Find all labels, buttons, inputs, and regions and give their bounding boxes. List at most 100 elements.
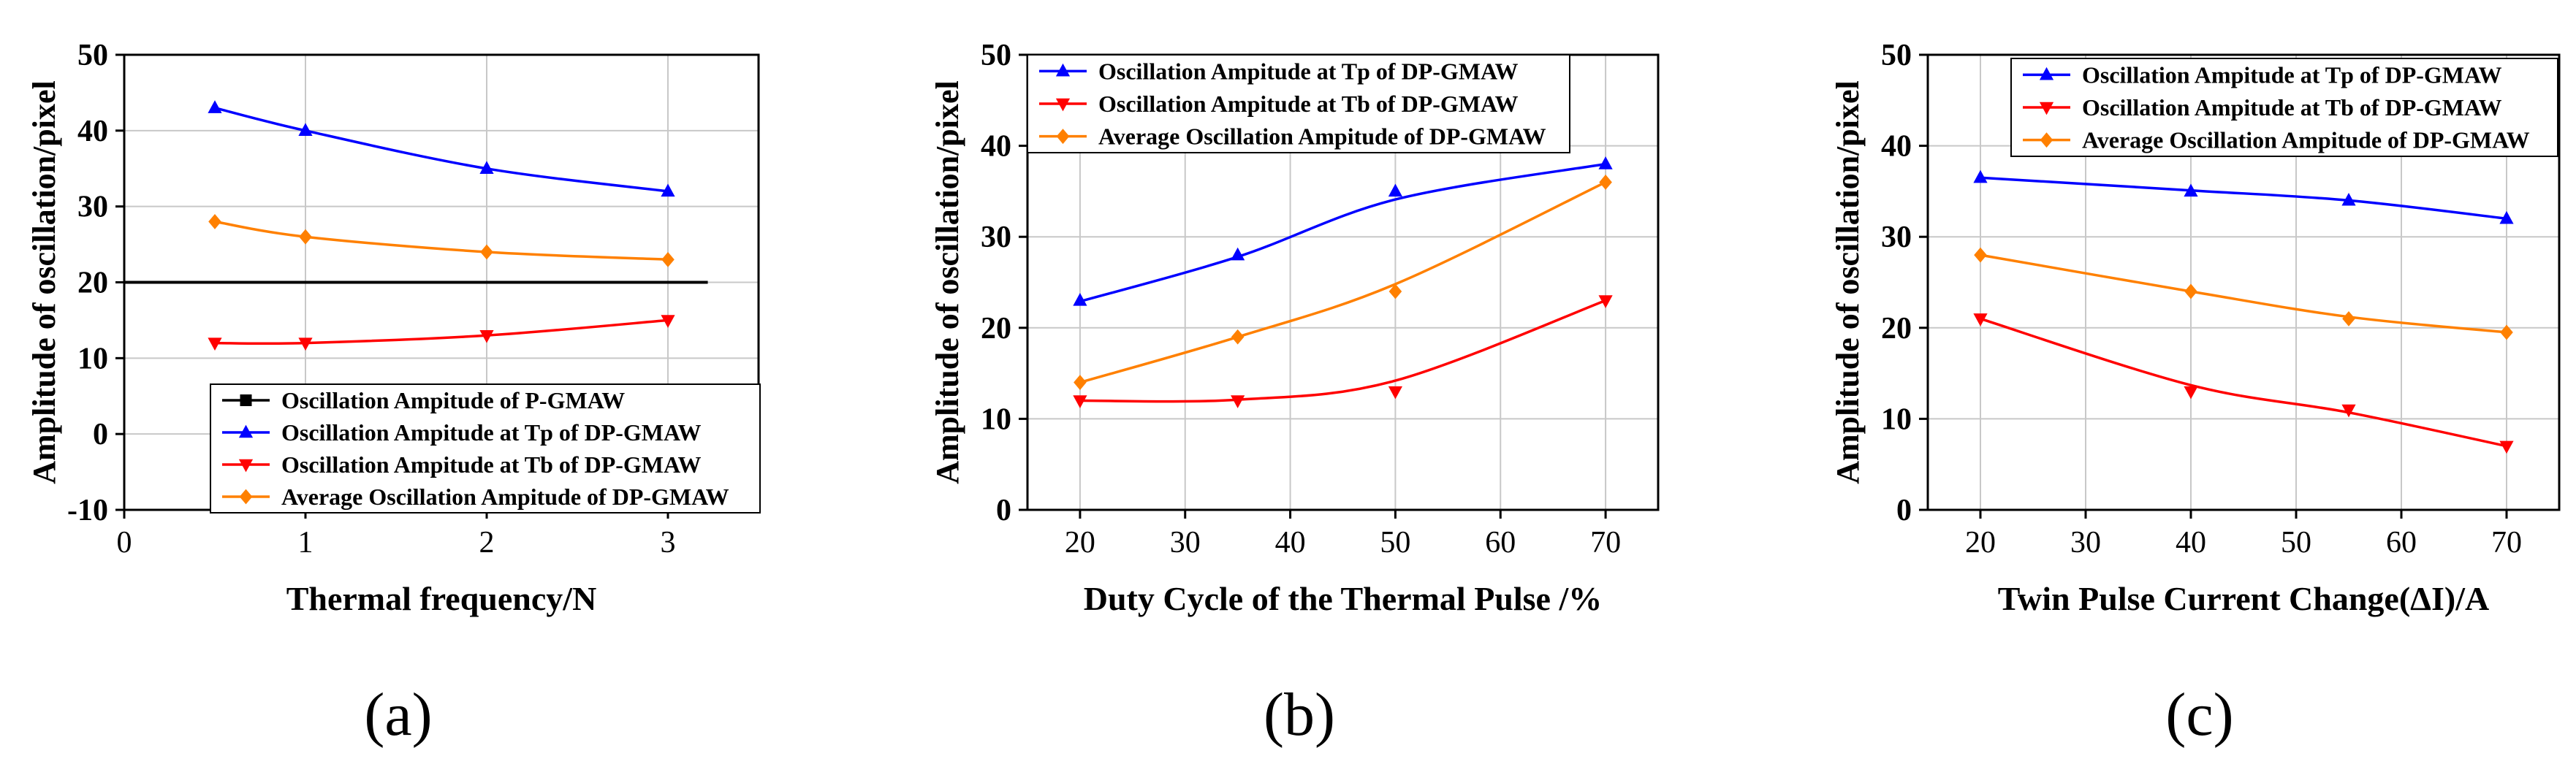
y-tick-label: 40 <box>1881 130 1912 164</box>
x-tick-label: 2 <box>479 526 495 560</box>
panel-a-chart: 0 1 2 3 -10 0 10 20 30 40 50 Thermal frequency/N Amp… <box>26 39 761 617</box>
series-2-line <box>1079 299 1606 403</box>
x-axis-label: Duty Cycle of the Thermal Pulse /% <box>1084 580 1603 617</box>
series-3-point <box>2500 324 2513 340</box>
x-tick-label: 20 <box>1065 526 1095 560</box>
series-3-point <box>1388 283 1402 299</box>
legend-swatch-marker <box>1055 63 1071 77</box>
y-tick-label: 20 <box>77 267 108 300</box>
x-tick-label: 20 <box>1965 526 1996 560</box>
series-4-point <box>480 244 493 260</box>
series-2-point <box>1973 313 1988 327</box>
legend-box <box>1027 54 1570 153</box>
series-1-point <box>1973 169 1988 183</box>
legend-label: Oscillation Ampitude at Tb of DP-GMAW <box>1098 91 1519 117</box>
y-tick-label: 30 <box>981 221 1011 254</box>
series-2-point <box>479 161 494 174</box>
y-tick-label: 10 <box>981 402 1011 436</box>
legend-label: Average Oscillation Ampitude of DP-GMAW <box>281 484 729 510</box>
x-tick-label: 0 <box>117 526 132 560</box>
series-4-point <box>208 214 221 229</box>
series-1-point <box>2499 210 2514 224</box>
y-tick-label: 20 <box>981 312 1011 345</box>
y-tick-label: 30 <box>1881 221 1912 254</box>
legend-label: Oscillation Ampitude of P-GMAW <box>281 387 625 413</box>
series-2-point <box>1598 295 1613 308</box>
legend-label: Average Oscillation Ampitude of DP-GMAW <box>1098 123 1546 150</box>
series-1-point <box>1388 183 1403 197</box>
x-tick-label: 70 <box>1590 526 1621 560</box>
legend-label: Oscillation Ampitude at Tp of DP-GMAW <box>2082 61 2502 88</box>
series-3-point <box>298 337 313 351</box>
x-tick-label: 70 <box>2491 526 2522 560</box>
panel-c-chart: 20 30 40 50 60 70 0 10 20 30 40 50 Twin Pulse Curren… <box>1830 39 2561 617</box>
x-tick-label: 60 <box>2386 526 2417 560</box>
y-tick-label: 0 <box>996 494 1011 527</box>
x-tick-label: 60 <box>1485 526 1516 560</box>
y-tick-label: 20 <box>1881 312 1912 345</box>
series-1-point <box>1598 156 1613 169</box>
series-1-point <box>1231 247 1245 261</box>
x-tick-label: 40 <box>2176 526 2206 560</box>
legend-swatch-marker <box>238 424 254 438</box>
y-tick-label: 40 <box>77 115 108 148</box>
y-axis-label: Amplitude of oscillation/pixel <box>930 80 965 484</box>
series-2-point <box>1073 395 1087 408</box>
y-tick-label: 50 <box>1881 39 1912 72</box>
legend-label: Oscillation Ampitude at Tb of DP-GMAW <box>2082 94 2502 121</box>
legend-label: Oscillation Ampitude at Tb of DP-GMAW <box>281 451 702 478</box>
legend-label: Oscillation Ampitude at Tp of DP-GMAW <box>281 419 702 446</box>
series-2-point <box>298 123 313 137</box>
series-3-point <box>208 337 222 351</box>
y-tick-label: 50 <box>77 39 108 72</box>
legend-swatch-marker <box>1055 98 1071 112</box>
y-axis-label: Amplitude of oscillation/pixel <box>26 80 62 484</box>
x-axis-label: Thermal frequency/N <box>286 580 597 617</box>
series-3-point <box>661 315 675 328</box>
series-3-point <box>1074 375 1087 390</box>
y-tick-label: 40 <box>981 130 1011 164</box>
x-tick-label: 3 <box>661 526 676 560</box>
x-tick-label: 30 <box>2070 526 2101 560</box>
series-1-line <box>1980 176 2507 221</box>
series-2-point <box>1231 395 1245 408</box>
series-2-line <box>214 107 669 193</box>
series-4-line <box>214 220 669 261</box>
series-3-line <box>1079 180 1606 384</box>
x-tick-label: 40 <box>1275 526 1306 560</box>
x-tick-label: 50 <box>1380 526 1410 560</box>
legend-swatch-marker <box>2040 132 2053 148</box>
series-3-point <box>1599 175 1612 190</box>
series-4-point <box>299 229 312 245</box>
series-3-point <box>1231 329 1245 345</box>
panel-b-chart: 20 30 40 50 60 70 0 10 20 30 40 50 Duty Cycle of the… <box>930 39 1660 617</box>
x-axis-label: Twin Pulse Current Change(ΔI)/A <box>1998 580 2489 617</box>
series-2-point <box>2499 440 2514 454</box>
legend-label: Average Oscillation Ampitude of DP-GMAW <box>2082 127 2530 153</box>
series-3-point <box>2342 310 2355 327</box>
series-2-point <box>2341 404 2356 418</box>
y-tick-label: 0 <box>1896 494 1912 527</box>
legend-swatch-marker <box>240 394 252 406</box>
y-tick-label: 30 <box>77 191 108 224</box>
series-3-point <box>2184 283 2197 299</box>
y-tick-label: 50 <box>981 39 1011 72</box>
panel-c-caption: (c) <box>2165 681 2234 749</box>
y-tick-label: 0 <box>93 418 108 451</box>
series-3-line <box>1980 253 2507 334</box>
series-2-point <box>1388 386 1403 400</box>
x-tick-label: 50 <box>2281 526 2311 560</box>
plot-frame <box>1926 53 2561 511</box>
series-1-point <box>2184 183 2198 197</box>
legend-label: Oscillation Ampitude at Tp of DP-GMAW <box>1098 58 1519 84</box>
legend-swatch-marker <box>2039 66 2054 80</box>
series-1-point <box>2341 192 2356 206</box>
legend-swatch-marker <box>1056 129 1070 145</box>
series-3-point <box>479 329 494 343</box>
series-2-line <box>1980 317 2507 448</box>
series-2-point <box>2184 386 2198 400</box>
series-3-point <box>1974 247 1987 263</box>
y-tick-label: 10 <box>77 342 108 375</box>
